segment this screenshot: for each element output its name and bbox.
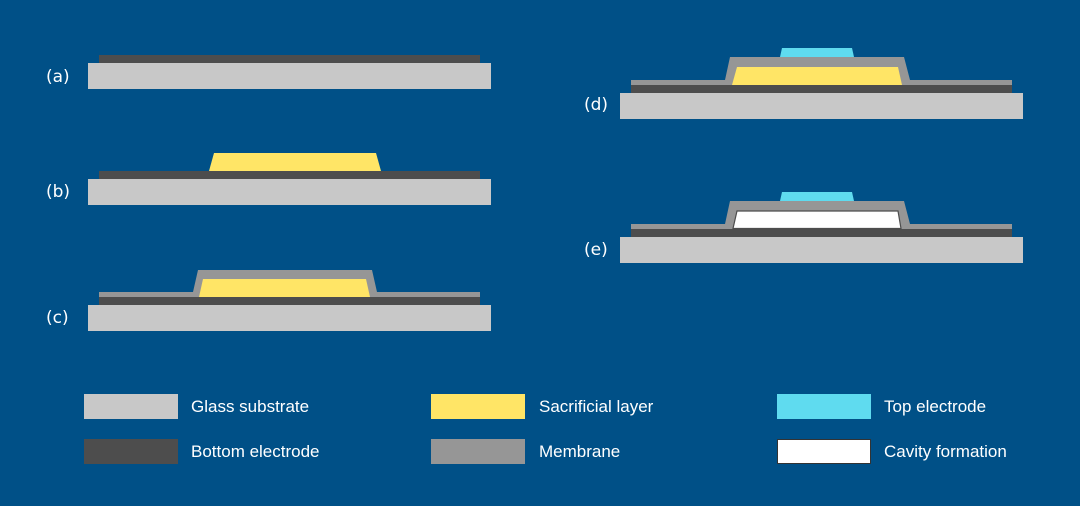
legend-swatch [84, 439, 178, 464]
legend-swatch [777, 439, 871, 464]
top-electrode [780, 192, 854, 201]
legend-item-sacrificial-layer: Sacrificial layer [431, 394, 654, 419]
cavity [732, 210, 902, 230]
glass-substrate [88, 305, 491, 331]
legend-label: Bottom electrode [191, 442, 320, 461]
legend-item-bottom-electrode: Bottom electrode [84, 439, 320, 464]
top-electrode [780, 48, 854, 57]
sacrificial-layer [199, 279, 370, 297]
step-a: (a) [46, 55, 491, 89]
legend-item-top-electrode: Top electrode [777, 394, 986, 419]
sacrificial-layer [732, 67, 902, 85]
legend-item-cavity-formation: Cavity formation [777, 439, 1007, 464]
bottom-electrode [99, 55, 480, 63]
sacrificial-layer [209, 153, 381, 171]
bottom-electrode [99, 171, 480, 179]
legend-swatch [431, 439, 525, 464]
legend-swatch [777, 394, 871, 419]
glass-substrate [88, 63, 491, 89]
legend-label: Cavity formation [884, 442, 1007, 461]
glass-substrate [620, 237, 1023, 263]
step-label: (b) [46, 182, 70, 202]
legend-swatch [84, 394, 178, 419]
step-label: (a) [46, 67, 70, 87]
step-b: (b) [46, 153, 491, 205]
glass-substrate [620, 93, 1023, 119]
bottom-electrode [631, 85, 1012, 93]
legend-label: Membrane [539, 442, 620, 461]
legend-label: Top electrode [884, 397, 986, 416]
bottom-electrode [631, 229, 1012, 237]
step-d: (d) [584, 48, 1023, 119]
step-label: (d) [584, 95, 608, 115]
step-label: (e) [584, 240, 608, 260]
legend-label: Glass substrate [191, 397, 309, 416]
step-c: (c) [46, 270, 491, 331]
step-e: (e) [584, 192, 1023, 263]
legend-item-glass-substrate: Glass substrate [84, 394, 309, 419]
legend: Glass substrate Bottom electrode Sacrifi… [84, 394, 1007, 464]
legend-label: Sacrificial layer [539, 397, 654, 416]
glass-substrate [88, 179, 491, 205]
legend-swatch [431, 394, 525, 419]
legend-item-membrane: Membrane [431, 439, 620, 464]
step-label: (c) [46, 308, 69, 328]
bottom-electrode [99, 297, 480, 305]
